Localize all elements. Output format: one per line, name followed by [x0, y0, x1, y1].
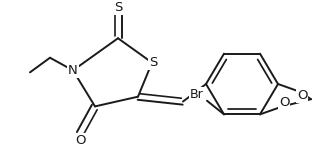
Text: O: O	[297, 89, 307, 102]
Text: N: N	[68, 64, 78, 77]
Text: S: S	[114, 1, 122, 14]
Text: O: O	[75, 134, 85, 147]
Text: S: S	[149, 56, 157, 69]
Text: O: O	[279, 96, 289, 109]
Text: Br: Br	[190, 88, 204, 101]
